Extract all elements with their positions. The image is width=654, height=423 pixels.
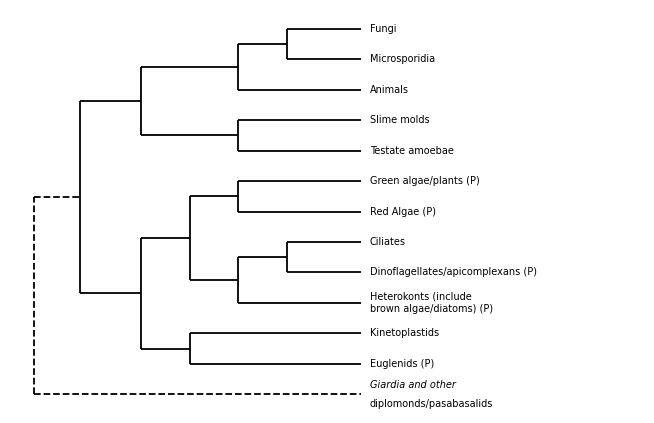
Text: Slime molds: Slime molds — [370, 115, 430, 125]
Text: Heterokonts (include
brown algae/diatoms) (P): Heterokonts (include brown algae/diatoms… — [370, 292, 493, 314]
Text: Green algae/plants (P): Green algae/plants (P) — [370, 176, 479, 186]
Text: Animals: Animals — [370, 85, 409, 95]
Text: Red Algae (P): Red Algae (P) — [370, 206, 436, 217]
Text: Testate amoebae: Testate amoebae — [370, 146, 454, 156]
Text: Euglenids (P): Euglenids (P) — [370, 359, 434, 369]
Text: Ciliates: Ciliates — [370, 237, 405, 247]
Text: Kinetoplastids: Kinetoplastids — [370, 328, 439, 338]
Text: Fungi: Fungi — [370, 24, 396, 33]
Text: Microsporidia: Microsporidia — [370, 54, 435, 64]
Text: diplomonds/pasabasalids: diplomonds/pasabasalids — [370, 399, 493, 409]
Text: Dinoflagellates/apicomplexans (P): Dinoflagellates/apicomplexans (P) — [370, 267, 537, 277]
Text: Giardia and other: Giardia and other — [370, 379, 456, 390]
